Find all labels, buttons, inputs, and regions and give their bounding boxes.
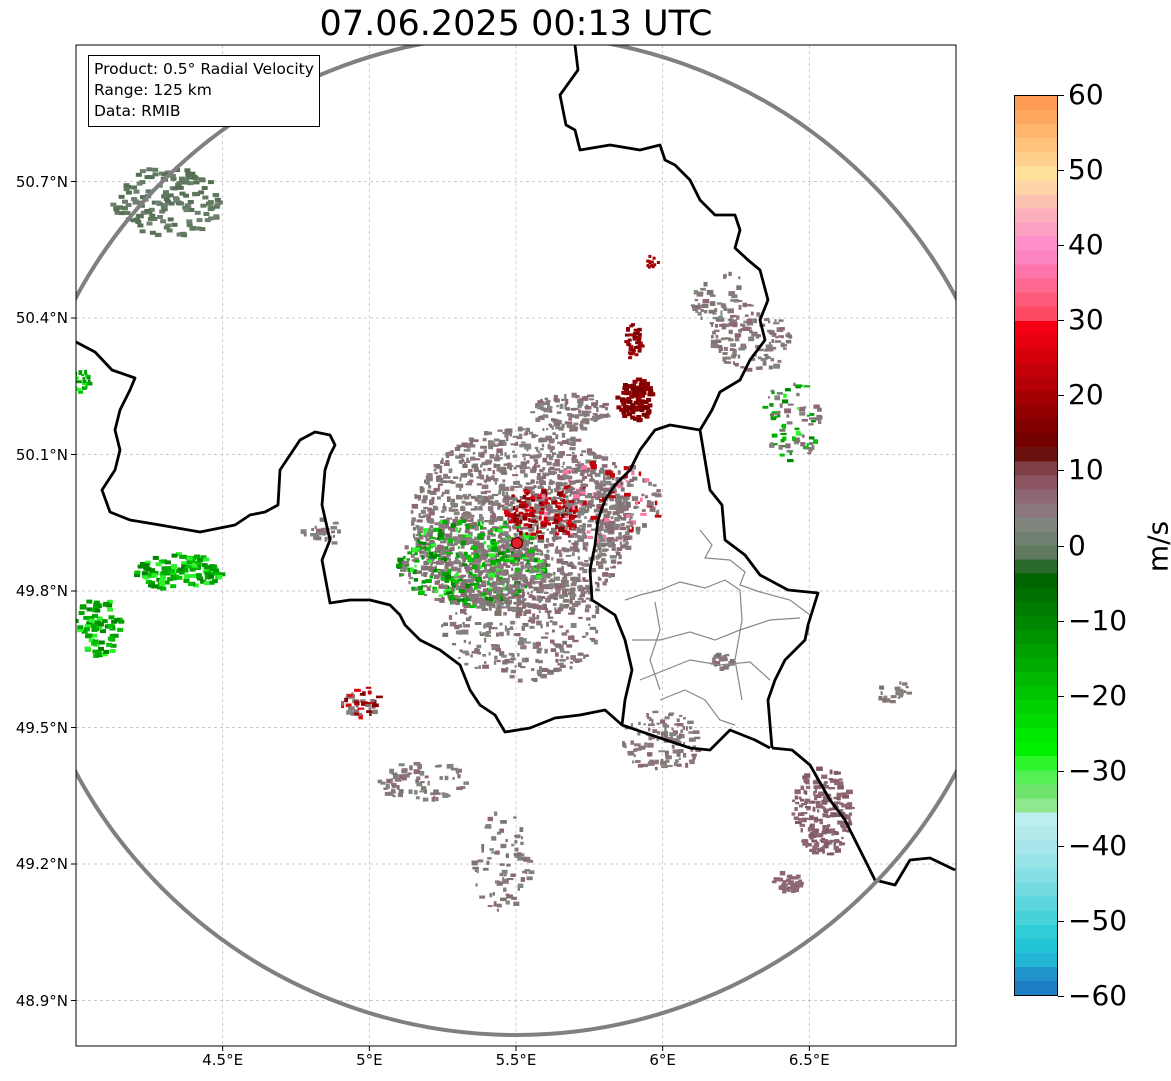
colorbar-tick-mark: [1058, 470, 1064, 472]
product-info-box: Product: 0.5° Radial Velocity Range: 125…: [88, 55, 320, 127]
colorbar-tick-label: 20: [1068, 378, 1104, 412]
colorbar-tick-label: 60: [1068, 78, 1104, 111]
colorbar-tick-mark: [1058, 245, 1064, 247]
colorbar-tick-label: 10: [1068, 453, 1104, 487]
lon-tick-label: 5°E: [356, 1051, 383, 1069]
colorbar-tick-mark: [1058, 695, 1064, 697]
lat-tick-label: 50.7°N: [15, 172, 68, 191]
colorbar-tick-mark: [1058, 996, 1064, 997]
colorbar-tick-label: −10: [1068, 603, 1128, 637]
lon-tick-label: 5.5°E: [495, 1051, 537, 1069]
gridlines: [76, 45, 956, 1046]
colorbar-tick-mark: [1058, 320, 1064, 322]
radar-echoes: [76, 167, 912, 912]
colorbar-tick-label: 30: [1068, 303, 1104, 337]
colorbar-tick-mark: [1058, 845, 1064, 847]
colorbar-tick-label: 0: [1068, 528, 1086, 562]
colorbar-tick-mark: [1058, 170, 1064, 172]
lat-tick-label: 50.4°N: [15, 309, 68, 327]
lon-tick-label: 6.5°E: [788, 1051, 830, 1069]
province-borders: [624, 529, 811, 726]
colorbar-tick-mark: [1058, 95, 1064, 96]
lon-tick-label: 6°E: [649, 1051, 676, 1069]
lat-tick-label: 48.9°N: [15, 991, 68, 1010]
colorbar-tick-mark: [1058, 395, 1064, 397]
country-borders: [76, 45, 956, 887]
colorbar-unit: m/s: [1141, 520, 1171, 573]
colorbar-tick-label: −40: [1068, 828, 1128, 862]
colorbar-tick-mark: [1058, 770, 1064, 772]
colorbar-tick-label: −30: [1068, 753, 1128, 787]
chart-title: 07.06.2025 00:13 UTC: [319, 4, 713, 44]
colorbar-tick-label: −60: [1068, 979, 1128, 1012]
colorbar-tick-mark: [1058, 920, 1064, 922]
range-label: Range: 125 km: [94, 81, 212, 99]
radar-site-marker: [510, 536, 524, 550]
velocity-colorbar: [1014, 95, 1058, 996]
lat-tick-label: 50.1°N: [15, 445, 68, 464]
colorbar-tick-label: −20: [1068, 678, 1128, 712]
colorbar-tick-label: −50: [1068, 903, 1128, 937]
lat-tick-label: 49.5°N: [15, 718, 68, 737]
range-ring: [76, 45, 956, 1037]
colorbar-tick-mark: [1058, 545, 1064, 547]
colorbar-tick-mark: [1058, 620, 1064, 622]
lat-tick-label: 49.2°N: [15, 855, 68, 873]
lat-tick-label: 49.8°N: [15, 582, 68, 600]
colorbar-tick-label: 40: [1068, 228, 1104, 262]
product-label: Product: 0.5° Radial Velocity: [94, 60, 314, 78]
data-source-label: Data: RMIB: [94, 102, 181, 120]
colorbar-tick-label: 50: [1068, 153, 1104, 187]
lon-tick-label: 4.5°E: [202, 1051, 244, 1069]
